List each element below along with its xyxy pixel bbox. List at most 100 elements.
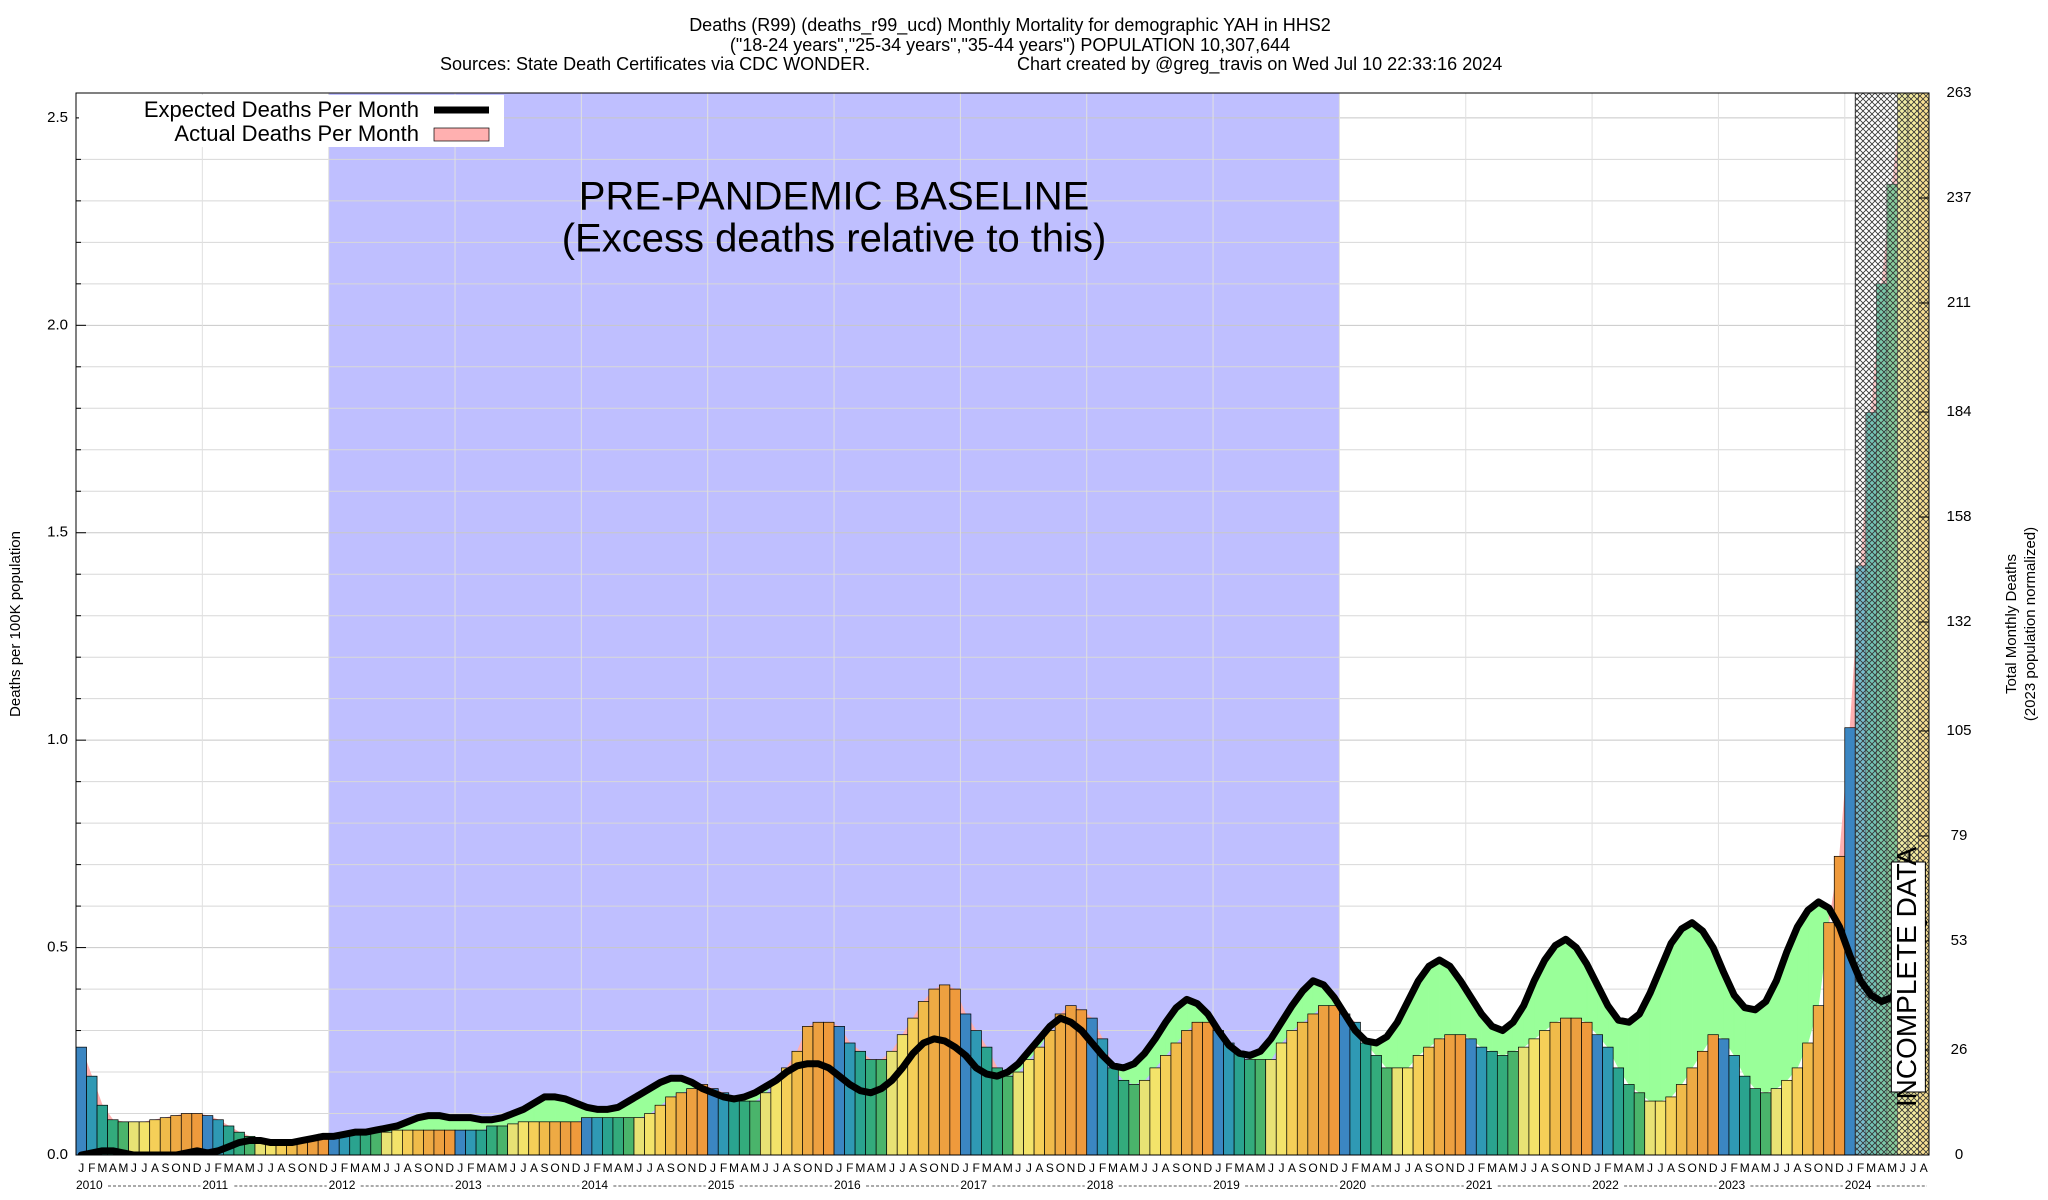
x-tick-label: A [1246,1161,1254,1175]
credit: Chart created by @greg_travis on Wed Jul… [1017,54,1502,75]
bar [454,1129,466,1155]
x-tick-label: S [288,1161,296,1175]
bar [1233,1050,1246,1155]
y2-tick-label: 237 [1946,189,1971,206]
bar [1675,1084,1688,1155]
bar [1760,1092,1772,1155]
x-tick-label: S [161,1161,169,1175]
bar [1202,1021,1214,1155]
x-tick-label: F [341,1161,348,1175]
year-label: 2023 [1718,1178,1745,1192]
bar [1381,1067,1393,1155]
x-tick-label: M [603,1161,613,1175]
bar [802,1026,814,1155]
bar [1033,1046,1045,1155]
x-tick-label: J [889,1161,895,1175]
x-tick-label: F [1731,1161,1738,1175]
x-tick-label: N [1193,1161,1202,1175]
bar [833,1026,845,1155]
x-tick-label: N [1572,1161,1581,1175]
bar [1549,1021,1561,1155]
bar [402,1129,414,1155]
bar [1054,1013,1067,1155]
x-tick-label: F [1478,1161,1485,1175]
bar [738,1100,751,1155]
x-tick-label: J [1279,1161,1285,1175]
deficit-area [1754,1000,1767,1094]
bar [76,1046,87,1155]
x-tick-label: M [118,1161,128,1175]
x-tick-label: J [205,1161,211,1175]
legend-box [79,95,504,147]
bar [1475,1046,1488,1155]
x-tick-label: M [1003,1161,1013,1175]
bar [644,1113,656,1155]
y-tick-label: 2.5 [47,109,68,126]
expected-line [77,898,1928,1155]
bar [1170,1042,1182,1155]
x-tick-label: J [520,1161,526,1175]
bar [1370,1055,1382,1155]
bar [465,1129,477,1155]
x-tick-label: J [763,1161,769,1175]
bar [1454,1034,1467,1155]
bar [1686,1067,1698,1155]
x-tick-label: J [1847,1161,1853,1175]
bar [1160,1055,1172,1155]
x-tick-label: F [1225,1161,1232,1175]
x-tick-label: S [1172,1161,1180,1175]
bar [1570,1017,1582,1155]
year-label: 2012 [329,1178,356,1192]
x-tick-label: F [846,1161,853,1175]
bar [1749,1088,1761,1155]
bar [1360,1042,1372,1155]
x-tick-label: J [141,1161,147,1175]
x-tick-label: J [963,1161,969,1175]
x-tick-label: J [1394,1161,1400,1175]
x-tick-label: J [384,1161,390,1175]
x-tick-label: J [1026,1161,1032,1175]
year-label: 2022 [1592,1178,1619,1192]
year-label: 2024 [1845,1178,1872,1192]
incomplete-annotation: INCOMPLETE DATA [1891,847,1922,1108]
y-axis-label: Deaths per 100K population [7,531,24,717]
bar [149,1119,161,1155]
year-label: 2021 [1466,1178,1493,1192]
bar [1318,1005,1330,1155]
x-tick-label: A [1920,1161,1928,1175]
x-tick-label: M [1508,1161,1518,1175]
bar [1391,1067,1403,1155]
x-tick-label: M [1740,1161,1750,1175]
chart-title: Deaths (R99) (deaths_r99_ucd) Monthly Mo… [689,15,1331,36]
bar [612,1117,624,1155]
x-tick-label: M [1382,1161,1392,1175]
x-tick-label: D [698,1161,707,1175]
x-tick-label: D [951,1161,960,1175]
y-tick-label: 1.0 [47,731,68,748]
legend-label: Actual Deaths Per Month [174,121,419,146]
x-tick-label: N [1319,1161,1328,1175]
bar [1654,1100,1667,1155]
bar [1718,1038,1730,1155]
bar [1328,1005,1340,1155]
x-tick-label: N [1446,1161,1455,1175]
bar [654,1104,666,1155]
bar [412,1129,424,1155]
bar [1728,1055,1740,1155]
x-tick-label: S [1804,1161,1812,1175]
x-tick-label: J [1142,1161,1148,1175]
x-tick-label: A [1120,1161,1128,1175]
x-tick-label: J [584,1161,590,1175]
x-tick-label: O [298,1161,307,1175]
bar [686,1088,698,1155]
x-tick-label: S [920,1161,928,1175]
bar [1254,1059,1267,1155]
bar [1191,1021,1203,1155]
bar [981,1046,993,1155]
x-tick-label: A [1751,1161,1759,1175]
bar [886,1050,898,1155]
y2-tick-label: 0 [1955,1146,1963,1163]
x-tick-label: M [1613,1161,1623,1175]
x-tick-label: J [1531,1161,1537,1175]
x-tick-label: S [414,1161,422,1175]
